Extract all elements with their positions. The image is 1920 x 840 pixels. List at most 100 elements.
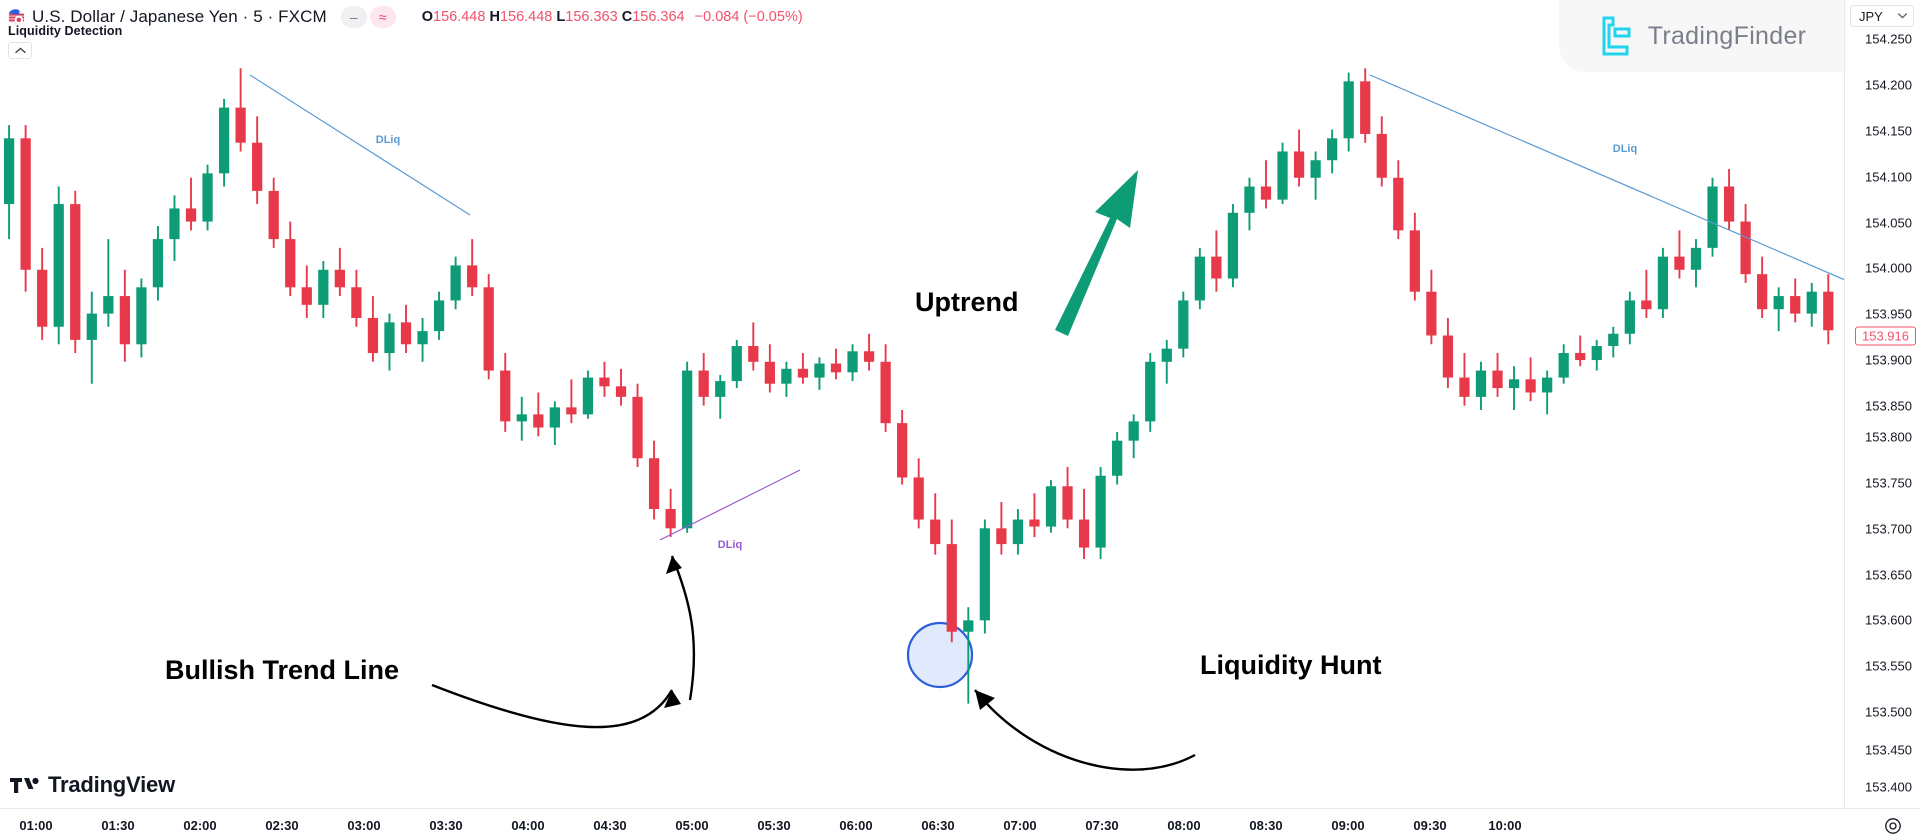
candlestick bbox=[880, 344, 891, 432]
candlestick bbox=[417, 317, 428, 362]
candlestick bbox=[830, 348, 842, 380]
chart-plot-area[interactable]: DLiq DLiq DLiq bbox=[0, 0, 1844, 808]
price-tick: 153.950 bbox=[1865, 306, 1912, 322]
candlestick bbox=[1790, 278, 1801, 323]
candlestick bbox=[1740, 204, 1751, 283]
candlestick bbox=[665, 488, 676, 538]
candlestick bbox=[1293, 129, 1305, 187]
candlestick bbox=[715, 374, 726, 419]
dliq-label: DLiq bbox=[1613, 143, 1637, 155]
candlestick bbox=[450, 256, 461, 310]
candlestick bbox=[632, 383, 643, 467]
candlestick bbox=[1508, 366, 1520, 410]
candlestick bbox=[1045, 480, 1057, 533]
candlestick-canvas: DLiq DLiq DLiq bbox=[3, 68, 1844, 704]
indicator-legend: Liquidity Detection bbox=[8, 24, 122, 59]
indicator-collapse-button[interactable] bbox=[8, 42, 32, 59]
candlestick bbox=[37, 247, 48, 340]
candlestick bbox=[615, 368, 627, 406]
candlestick bbox=[1823, 274, 1834, 345]
candlestick bbox=[119, 269, 130, 362]
candlestick bbox=[979, 519, 990, 634]
candlestick bbox=[1459, 353, 1470, 406]
candlestick bbox=[516, 396, 527, 441]
candlestick bbox=[1310, 151, 1321, 200]
time-tick: 01:00 bbox=[19, 818, 53, 833]
candlestick bbox=[152, 225, 164, 301]
candlestick bbox=[1757, 256, 1768, 318]
candlestick bbox=[1161, 339, 1172, 384]
candlestick bbox=[1492, 353, 1503, 397]
candlestick bbox=[500, 353, 511, 432]
price-tick: 153.400 bbox=[1865, 779, 1912, 795]
symbol-title[interactable]: U.S. Dollar / Japanese Yen · 5 · FXCM bbox=[32, 7, 327, 26]
price-tick: 154.050 bbox=[1865, 215, 1912, 231]
time-tick: 07:30 bbox=[1085, 818, 1119, 833]
candlestick bbox=[533, 392, 544, 437]
candlestick bbox=[1078, 488, 1090, 559]
candlestick bbox=[1690, 239, 1702, 288]
candlestick bbox=[1707, 177, 1718, 257]
candlestick bbox=[301, 265, 312, 318]
candlestick bbox=[1227, 204, 1239, 288]
ohlc-values: O156.448 H156.448 L156.363 C156.364 −0.0… bbox=[422, 9, 803, 25]
candlestick bbox=[1360, 68, 1371, 143]
time-tick: 08:00 bbox=[1167, 818, 1201, 833]
time-tick: 02:00 bbox=[183, 818, 217, 833]
candlestick bbox=[1442, 317, 1454, 389]
candlestick bbox=[1806, 282, 1817, 327]
price-axis[interactable]: JPY 154.250 154.200 154.150 154.100 154.050 1… bbox=[1844, 0, 1920, 840]
chart-style-heikin-icon[interactable]: ≈ bbox=[369, 6, 396, 28]
candlestick bbox=[285, 221, 296, 297]
price-tick: 153.850 bbox=[1865, 398, 1912, 414]
tradingfinder-brand: TradingFinder bbox=[1559, 0, 1844, 72]
time-tick: 09:30 bbox=[1413, 818, 1447, 833]
time-axis[interactable]: 01:00 01:30 02:00 02:30 03:00 03:30 04:00 04:30… bbox=[0, 808, 1920, 840]
candlestick bbox=[764, 344, 775, 393]
candlestick bbox=[268, 177, 279, 248]
ohlc-c-key: C bbox=[621, 9, 633, 25]
ohlc-change: −0.084 (−0.05%) bbox=[694, 9, 803, 25]
chart-style-bar-icon[interactable]: – bbox=[340, 6, 367, 28]
candlestick bbox=[1624, 291, 1635, 345]
time-tick: 10:00 bbox=[1488, 818, 1522, 833]
time-tick: 01:30 bbox=[101, 818, 135, 833]
dliq-trendline bbox=[249, 74, 471, 216]
time-tick: 05:30 bbox=[757, 818, 791, 833]
currency-label: JPY bbox=[1859, 8, 1883, 24]
candlestick bbox=[1012, 509, 1024, 555]
annotation-uptrend: Uptrend bbox=[915, 287, 1019, 317]
candlestick bbox=[748, 322, 759, 371]
candlestick bbox=[169, 195, 180, 262]
candlestick bbox=[20, 125, 31, 292]
candlestick bbox=[384, 313, 395, 371]
candlestick bbox=[566, 379, 577, 424]
tradingview-watermark-name: TradingView bbox=[48, 772, 175, 797]
time-tick: 04:00 bbox=[511, 818, 545, 833]
candlestick bbox=[53, 186, 64, 345]
ohlc-c-value: 156.364 bbox=[632, 9, 685, 25]
clock-icon[interactable] bbox=[1884, 817, 1902, 835]
us-jp-flag-icon bbox=[8, 8, 25, 25]
time-tick: 03:00 bbox=[347, 818, 381, 833]
candlestick bbox=[1112, 431, 1123, 485]
candlestick bbox=[930, 493, 941, 555]
chart-legend-bar: U.S. Dollar / Japanese Yen · 5 · FXCM – … bbox=[0, 0, 1920, 34]
candlestick bbox=[351, 269, 362, 327]
candlestick bbox=[1426, 269, 1437, 345]
candlestick bbox=[1145, 353, 1156, 432]
price-tick: 154.250 bbox=[1865, 31, 1912, 47]
price-tick: 153.450 bbox=[1865, 742, 1912, 758]
indicator-title[interactable]: Liquidity Detection bbox=[8, 24, 123, 38]
candlestick bbox=[3, 125, 15, 240]
candlestick bbox=[946, 519, 957, 643]
chevron-down-icon bbox=[1898, 13, 1907, 19]
candlestick bbox=[218, 98, 230, 187]
candlestick bbox=[318, 261, 329, 318]
currency-selector[interactable]: JPY bbox=[1850, 5, 1914, 27]
candlestick bbox=[1657, 247, 1669, 318]
candlestick bbox=[1244, 177, 1255, 231]
candlestick bbox=[582, 370, 594, 419]
tradingfinder-brand-name: TradingFinder bbox=[1647, 21, 1807, 50]
candlestick bbox=[1575, 335, 1586, 367]
